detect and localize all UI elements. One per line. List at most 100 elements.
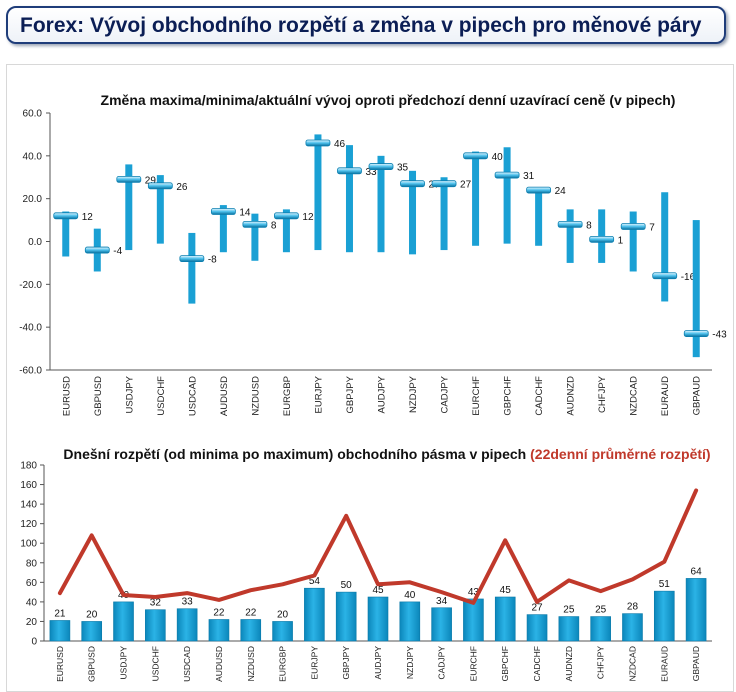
daily-range-value-label: 40 (404, 590, 416, 601)
current-marker (53, 212, 79, 220)
chart2-category-label: GBPUSD (87, 646, 97, 682)
daily-range-bar (240, 619, 262, 642)
current-value-label: 40 (492, 152, 504, 163)
range-bar (566, 209, 574, 263)
current-value-label: 14 (239, 208, 251, 219)
chart2-category-label: EURJPY (309, 646, 319, 680)
range-bar (282, 209, 290, 253)
current-marker (116, 175, 142, 183)
range-bar (472, 151, 480, 246)
daily-range-value-label: 51 (659, 579, 671, 590)
chart2-category-label: AUDNZD (564, 646, 574, 681)
daily-range-bar (399, 601, 421, 642)
current-value-label: 1 (618, 235, 624, 246)
daily-range-value-label: 28 (627, 602, 639, 613)
chart2-y-tick-label: 60 (26, 578, 38, 589)
chart1-category-label: USDJPY (124, 375, 135, 413)
range-bar (251, 213, 259, 261)
current-marker (179, 255, 205, 263)
chart1-category-label: EURJPY (313, 375, 324, 413)
range-bar (503, 147, 511, 244)
chart2-category-label: EURCHF (468, 646, 478, 681)
daily-range-value-label: 50 (341, 580, 353, 591)
chart1-category-label: GBPUSD (93, 376, 104, 416)
current-marker (463, 152, 488, 160)
chart1-title: Změna maxima/minima/aktuální vývoj oprot… (101, 92, 676, 108)
daily-range-bar (208, 619, 230, 642)
current-marker (305, 139, 331, 147)
chart2-category-label: EURUSD (55, 646, 65, 682)
current-marker (84, 246, 110, 254)
chart1-category-label: EURGBP (282, 376, 293, 416)
current-marker (431, 180, 457, 188)
daily-range-bar (81, 621, 103, 642)
chart2-category-label: USDJPY (119, 646, 129, 680)
chart2-y-tick-label: 180 (20, 461, 37, 472)
chart2-title-main: Dnešní rozpětí (od minima po maximum) ob… (63, 446, 530, 462)
current-marker (494, 171, 520, 179)
chart1-y-tick-label: 0.0 (28, 237, 42, 248)
chart2-category-label: AUDUSD (214, 646, 224, 682)
current-value-label: 7 (649, 223, 655, 234)
range-bar (377, 155, 385, 253)
chart2-y-tick-label: 20 (26, 617, 38, 628)
chart2-category-label: EURGBP (278, 646, 288, 682)
daily-range-bar (113, 601, 134, 642)
current-value-label: 12 (82, 212, 94, 223)
daily-range-bar (145, 609, 166, 642)
chart2-y-tick-label: 140 (20, 500, 37, 511)
current-marker (652, 272, 678, 280)
chart1-category-label: CADJPY (440, 375, 451, 413)
current-value-label: 8 (271, 220, 277, 231)
current-value-label: -16 (681, 272, 696, 283)
daily-range-value-label: 32 (150, 598, 162, 609)
chart1-category-label: CHFJPY (597, 375, 608, 413)
daily-range-bar (685, 578, 707, 642)
page-title-box: Forex: Vývoj obchodního rozpětí a změna … (6, 6, 726, 44)
page-title: Forex: Vývoj obchodního rozpětí a změna … (20, 14, 702, 37)
chart2-category-label: NZDCAD (627, 646, 637, 681)
chart2-category-label: GBPAUD (691, 646, 701, 681)
daily-range-value-label: 20 (277, 609, 289, 620)
chart1-category-label: NZDJPY (408, 375, 419, 413)
chart1-category-label: NZDUSD (250, 376, 261, 416)
current-marker (557, 220, 583, 228)
daily-range-bar (653, 590, 675, 642)
chart2-y-tick-label: 120 (20, 519, 37, 530)
daily-range-value-label: 21 (54, 608, 66, 619)
daily-range-bar (431, 607, 452, 642)
daily-range-bar (494, 596, 516, 642)
current-value-label: 27 (460, 180, 472, 191)
range-bar (125, 164, 133, 251)
current-value-label: 33 (365, 167, 377, 178)
daily-range-value-label: 27 (531, 603, 543, 614)
current-value-label: 26 (176, 182, 188, 193)
current-marker (683, 330, 709, 337)
range-bar (661, 192, 669, 302)
range-bar (345, 145, 353, 253)
chart1-y-tick-label: -60.0 (19, 366, 42, 377)
daily-range-bar (558, 616, 580, 642)
daily-range-value-label: 43 (468, 587, 480, 598)
current-value-label: 35 (397, 163, 409, 174)
chart1-category-label: NZDCAD (629, 376, 640, 416)
chart2-category-label: USDCAD (182, 646, 192, 682)
chart2-category-label: USDCHF (150, 646, 160, 681)
chart1-category-label: AUDJPY (377, 375, 388, 413)
daily-range-value-label: 20 (86, 609, 98, 620)
current-marker (242, 220, 268, 228)
current-marker (526, 186, 552, 194)
chart1-y-tick-label: -20.0 (19, 280, 42, 291)
daily-range-value-label: 25 (563, 605, 575, 616)
chart1-category-label: USDCAD (187, 376, 198, 416)
daily-range-bar (272, 621, 293, 642)
daily-range-value-label: 33 (182, 597, 194, 608)
daily-range-bar (49, 620, 71, 642)
chart2-category-label: GBPCHF (500, 646, 510, 681)
current-marker (589, 235, 615, 243)
chart2-category-label: AUDJPY (373, 646, 383, 680)
range-bar (62, 211, 70, 257)
chart2-category-label: GBPJPY (341, 646, 351, 680)
daily-range-value-label: 45 (372, 585, 384, 596)
